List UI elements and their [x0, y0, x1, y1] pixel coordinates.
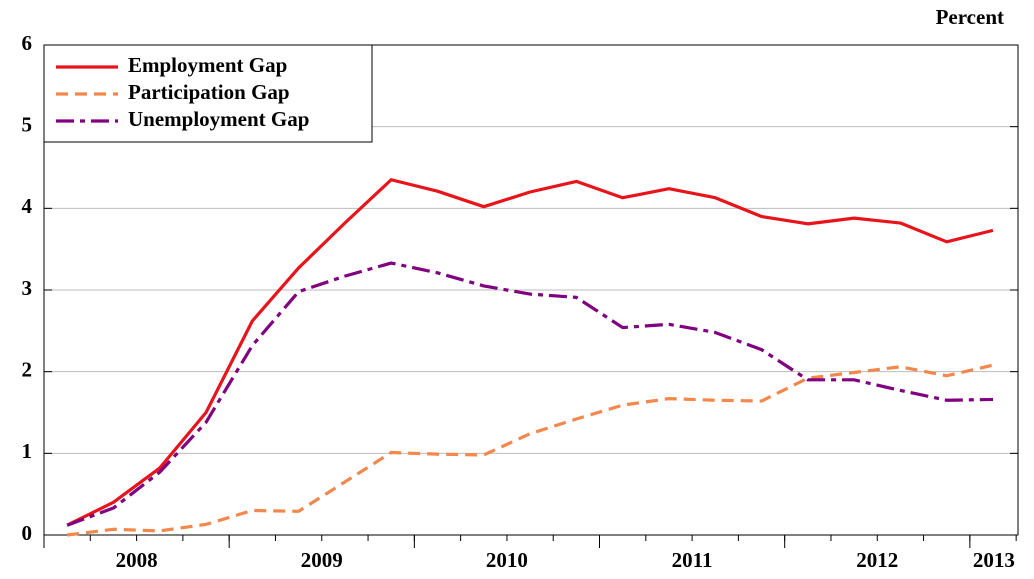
legend-label: Participation Gap	[128, 80, 290, 104]
y-tick-label: 4	[22, 194, 33, 218]
x-tick-label: 2010	[486, 548, 528, 572]
legend-label: Employment Gap	[128, 53, 287, 77]
x-tick-label: 2013	[973, 548, 1015, 572]
y-tick-label: 2	[22, 357, 33, 381]
y-tick-label: 0	[22, 521, 33, 545]
y-tick-label: 3	[22, 276, 33, 300]
unit-label: Percent	[936, 5, 1004, 29]
y-tick-label: 6	[22, 31, 33, 55]
y-tick-label: 5	[22, 112, 33, 136]
series-line	[66, 178, 994, 527]
x-tick-label: 2008	[116, 548, 158, 572]
x-tick-label: 2011	[672, 548, 713, 572]
y-tick-label: 1	[22, 439, 33, 463]
x-tick-label: 2012	[856, 548, 898, 572]
series-line	[66, 363, 994, 537]
x-tick-label: 2009	[301, 548, 343, 572]
plot-frame	[43, 44, 1019, 536]
legend-label: Unemployment Gap	[128, 107, 309, 131]
series-line	[66, 261, 994, 527]
